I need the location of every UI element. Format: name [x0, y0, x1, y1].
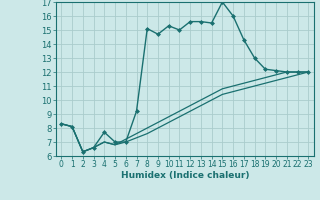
X-axis label: Humidex (Indice chaleur): Humidex (Indice chaleur) [121, 171, 249, 180]
